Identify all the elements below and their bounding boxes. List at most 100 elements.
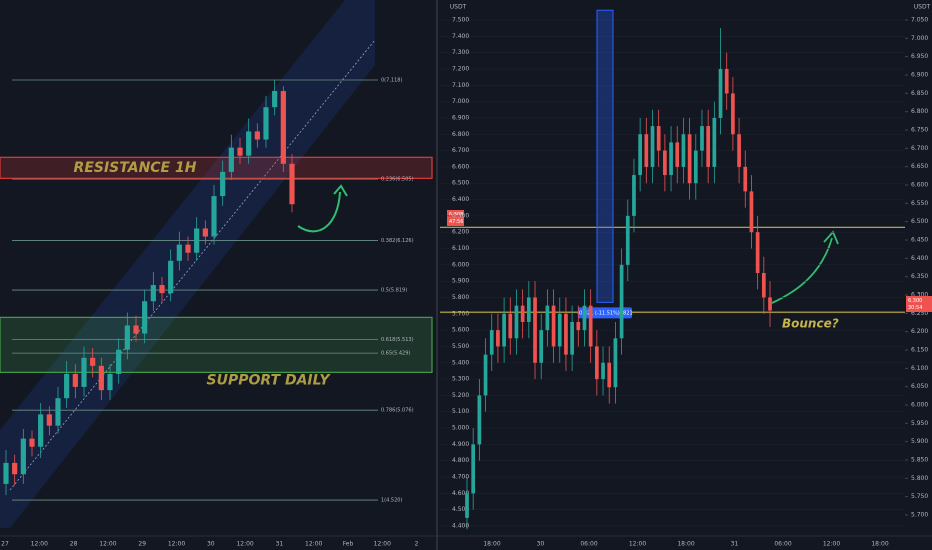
- zone-label: SUPPORT DAILY: [207, 372, 332, 388]
- channel-median: [9, 39, 376, 491]
- candle-body: [185, 244, 191, 253]
- y-tick-label: 5.600: [452, 327, 469, 334]
- y2-tick-label: 6.000: [911, 402, 928, 409]
- measure-box: [596, 9, 614, 303]
- candle-body: [263, 107, 269, 140]
- fib-label: 0.786(5.076): [381, 408, 414, 414]
- fib-label: 1(4.520): [381, 498, 402, 504]
- candle-body: [142, 301, 148, 334]
- y2-tick-label: 6.050: [911, 383, 928, 390]
- annotation: Bounce?: [782, 317, 839, 331]
- candle-body: [280, 91, 286, 164]
- y2-tick-label: 6.300: [911, 292, 928, 299]
- y2-tick-label: 6.400: [911, 255, 928, 262]
- candle-body: [55, 398, 61, 426]
- arrow: [297, 191, 341, 233]
- candle-body: [533, 297, 537, 363]
- candle-body: [483, 354, 488, 396]
- y2-tick-label: 6.950: [911, 53, 928, 60]
- y-tick-label: 4.400: [452, 523, 469, 530]
- candle-body: [706, 126, 711, 167]
- candle-body: [220, 171, 226, 197]
- y2-tick-label: 7.000: [911, 35, 928, 42]
- candle-body: [116, 349, 122, 374]
- candle-body: [254, 131, 260, 140]
- candle-body: [46, 414, 52, 426]
- y-tick-label: 6.600: [452, 163, 469, 170]
- candle-body: [644, 134, 649, 167]
- y2-tick-label: 6.150: [911, 347, 928, 354]
- x-tick-label: 12:00: [629, 541, 646, 548]
- y-tick-label: 7.500: [452, 17, 469, 24]
- y2-tick-label: 5.700: [911, 512, 928, 519]
- x-tick-label: 30: [537, 541, 545, 548]
- candle-body: [582, 305, 587, 331]
- y2-tick-label: 6.450: [911, 237, 928, 244]
- y2-tick-label: 5.900: [911, 438, 928, 445]
- x-tick-label: 12:00: [99, 541, 116, 548]
- candle-body: [675, 142, 680, 167]
- candle-body: [663, 150, 667, 176]
- candle-body: [564, 313, 568, 355]
- candle-body: [712, 117, 717, 167]
- candle-body: [272, 91, 278, 108]
- candle-body: [768, 297, 772, 311]
- y2-tick-label: 6.100: [911, 365, 928, 372]
- zone: [0, 316, 433, 373]
- y-tick-label: 6.700: [452, 147, 469, 154]
- price-label-bg: [447, 210, 464, 226]
- candle-body: [693, 150, 698, 184]
- y-tick-label: 4.600: [452, 490, 469, 497]
- y-tick-label: 5.300: [452, 376, 469, 383]
- candle-body: [81, 357, 87, 387]
- candle-body: [211, 196, 217, 237]
- candle-body: [289, 163, 295, 205]
- y-tick-label: 5.400: [452, 359, 469, 366]
- candle-body: [755, 232, 760, 273]
- x-tick-label: 12:00: [823, 541, 840, 548]
- candle-body: [545, 305, 550, 331]
- candle-body: [724, 68, 729, 94]
- candle-body: [20, 438, 26, 475]
- candle-body: [124, 325, 130, 350]
- candle-body: [539, 330, 544, 363]
- y2-tick-label: 5.750: [911, 493, 928, 500]
- y2-tick-label: 6.500: [911, 218, 928, 225]
- y2-tick-label: 6.250: [911, 310, 928, 317]
- x-tick-label: 06:00: [580, 541, 597, 548]
- y2-tick-label: 6.900: [911, 72, 928, 79]
- candle-body: [159, 285, 165, 294]
- candle-body: [625, 215, 630, 265]
- axis-unit: USDT: [450, 4, 467, 11]
- zone: [0, 156, 433, 179]
- x-tick-label: 12:00: [236, 541, 253, 548]
- y2-tick-label: 6.650: [911, 163, 928, 170]
- x-tick-label: 12:00: [305, 541, 322, 548]
- fib-label: 0(7.118): [381, 78, 402, 84]
- candle-body: [228, 147, 234, 172]
- candle-body: [477, 395, 482, 445]
- y-tick-label: 4.500: [452, 506, 469, 513]
- candle-body: [687, 134, 692, 184]
- candle-body: [607, 362, 612, 388]
- y2-tick-label: 6.850: [911, 90, 928, 97]
- y2-tick-label: 6.550: [911, 200, 928, 207]
- y-tick-label: 6.200: [452, 229, 469, 236]
- arrow: [771, 237, 833, 304]
- candle-body: [90, 357, 96, 366]
- y2-tick-label: 6.750: [911, 127, 928, 134]
- candle-body: [619, 264, 624, 339]
- y2-tick-label: 5.800: [911, 475, 928, 482]
- y-tick-label: 7.100: [452, 82, 469, 89]
- candle-body: [202, 228, 208, 237]
- x-tick-label: 06:00: [774, 541, 791, 548]
- x-tick-label: 28: [70, 541, 78, 548]
- candle-body: [656, 126, 661, 151]
- y2-tick-label: 7.050: [911, 17, 928, 24]
- measure-label: -0.321 (-11.51%) -821: [577, 310, 632, 316]
- candle-body: [526, 297, 531, 322]
- y-tick-label: 7.200: [452, 65, 469, 72]
- candle-body: [471, 444, 476, 494]
- x-tick-label: Feb: [343, 541, 354, 548]
